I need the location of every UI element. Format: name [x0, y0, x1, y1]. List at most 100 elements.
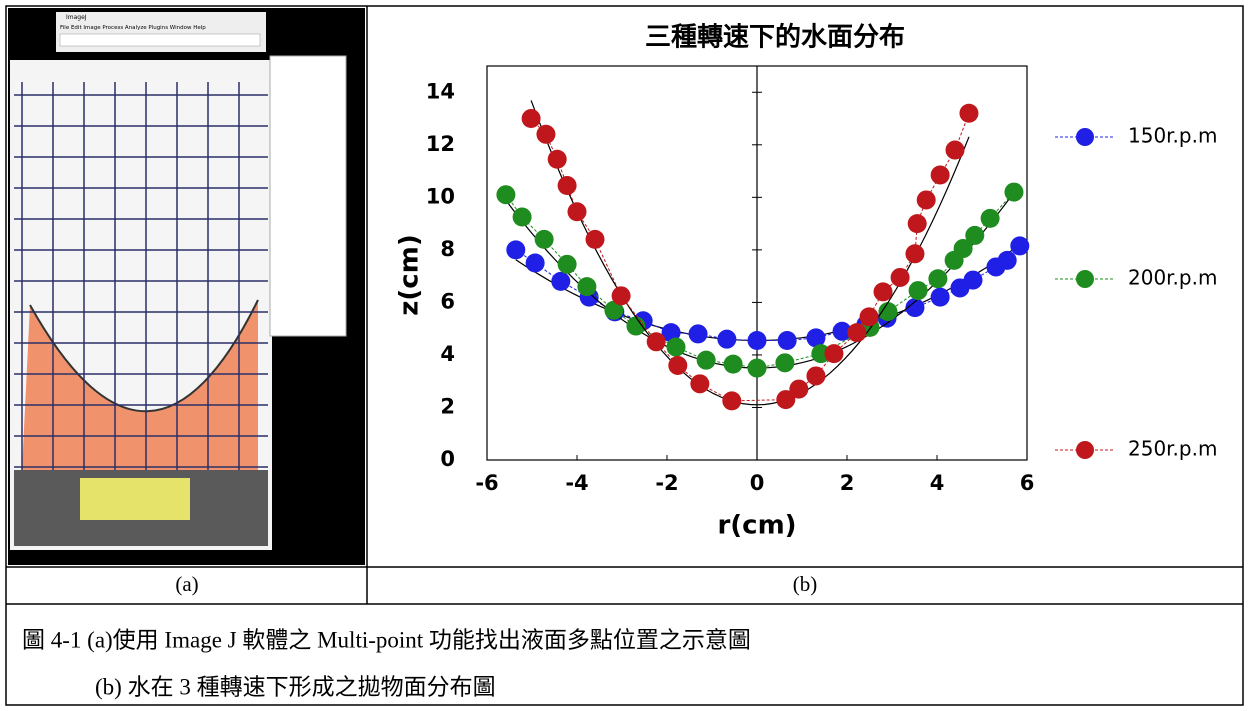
data-point — [1004, 182, 1024, 202]
data-point — [666, 337, 686, 357]
data-point — [965, 225, 985, 245]
x-tick-label: 0 — [750, 471, 765, 495]
data-point — [930, 165, 950, 185]
data-point — [859, 307, 879, 327]
results-window — [269, 55, 347, 337]
x-axis-label: r(cm) — [717, 511, 796, 541]
data-point — [557, 176, 577, 196]
fit-curve — [530, 100, 970, 406]
data-point — [690, 374, 710, 394]
data-point — [928, 269, 948, 289]
data-point — [525, 253, 545, 273]
legend-label: 200r.p.m — [1128, 266, 1217, 290]
y-tick-label: 10 — [426, 184, 455, 208]
y-axis-label: z(cm) — [395, 234, 425, 315]
legend-label: 250r.p.m — [1128, 437, 1217, 461]
data-point — [722, 391, 742, 411]
data-point — [878, 302, 898, 322]
data-point — [547, 149, 567, 169]
data-point — [905, 298, 925, 318]
data-point — [959, 103, 979, 123]
data-point — [696, 350, 716, 370]
menu-bar: File Edit Image Process Analyze Plugins … — [60, 25, 206, 31]
data-point — [506, 240, 526, 260]
data-point — [747, 358, 767, 378]
y-tick-label: 12 — [426, 132, 455, 156]
data-point — [930, 287, 950, 307]
data-point — [847, 323, 867, 343]
y-tick-label: 14 — [426, 79, 455, 103]
data-point — [577, 277, 597, 297]
data-point — [890, 267, 910, 287]
chart: 三種轉速下的水面分布 r(cm) z(cm) 0 2 4 6 8 10 12 14 -6 -4 -2… — [395, 22, 1218, 541]
data-point — [747, 330, 767, 350]
y-tick-label: 6 — [440, 289, 455, 313]
data-point — [953, 239, 973, 259]
table-border — [5, 5, 1244, 706]
caption-line: (b) 水在 3 種轉速下形成之拋物面分布圖 — [95, 674, 496, 699]
data-point — [646, 332, 666, 352]
data-point — [688, 324, 708, 344]
data-point — [1010, 236, 1030, 256]
data-point — [873, 282, 893, 302]
series-line — [530, 113, 970, 402]
y-tick-label: 4 — [440, 342, 455, 366]
x-tick-label: 2 — [840, 471, 855, 495]
chart-title: 三種轉速下的水面分布 — [645, 22, 905, 53]
data-point — [775, 353, 795, 373]
grid-paper — [14, 82, 268, 470]
data-point — [907, 214, 927, 234]
panel-a: ImageJ File Edit Image Process Analyze P… — [8, 8, 365, 565]
data-point — [668, 355, 688, 375]
data-point — [997, 250, 1017, 270]
data-point — [806, 366, 826, 386]
data-point — [916, 190, 936, 210]
data-point — [723, 354, 743, 374]
water-region — [22, 300, 258, 470]
data-point — [611, 286, 631, 306]
data-point — [811, 344, 831, 364]
data-point — [496, 185, 516, 205]
data-point — [567, 202, 587, 222]
window-title: ImageJ — [66, 14, 87, 21]
data-point — [832, 321, 852, 341]
legend-marker — [1076, 441, 1094, 459]
y-tick-label: 8 — [440, 237, 455, 261]
data-point — [905, 244, 925, 264]
y-tick-label: 0 — [440, 447, 455, 471]
panel-label: (b) — [793, 572, 818, 596]
sticky-note — [80, 478, 190, 520]
data-point — [980, 208, 1000, 228]
data-point — [585, 229, 605, 249]
x-tick-label: 4 — [930, 471, 945, 495]
data-point — [551, 271, 571, 291]
data-point — [521, 109, 541, 129]
y-tick-label: 2 — [440, 394, 455, 418]
x-tick-label: 6 — [1020, 471, 1035, 495]
data-point — [534, 229, 554, 249]
x-tick-label: -2 — [655, 471, 678, 495]
legend-label: 150r.p.m — [1128, 124, 1217, 148]
data-point — [806, 328, 826, 348]
data-point — [661, 323, 681, 343]
legend-marker — [1076, 128, 1094, 146]
x-tick-label: -4 — [565, 471, 588, 495]
toolbar — [59, 33, 261, 47]
panel-label: (a) — [175, 572, 198, 596]
data-point — [945, 140, 965, 160]
caption-line: 圖 4-1 (a)使用 Image J 軟體之 Multi-point 功能找出… — [22, 627, 751, 652]
data-point — [824, 344, 844, 364]
data-point — [512, 207, 532, 227]
legend-marker — [1076, 270, 1094, 288]
data-point — [908, 281, 928, 301]
data-point — [963, 270, 983, 290]
data-point — [536, 124, 556, 144]
data-point — [777, 330, 797, 350]
data-point — [717, 329, 737, 349]
water-surface — [29, 299, 259, 413]
data-point — [776, 390, 796, 410]
x-tick-label: -6 — [475, 471, 498, 495]
data-point — [789, 379, 809, 399]
